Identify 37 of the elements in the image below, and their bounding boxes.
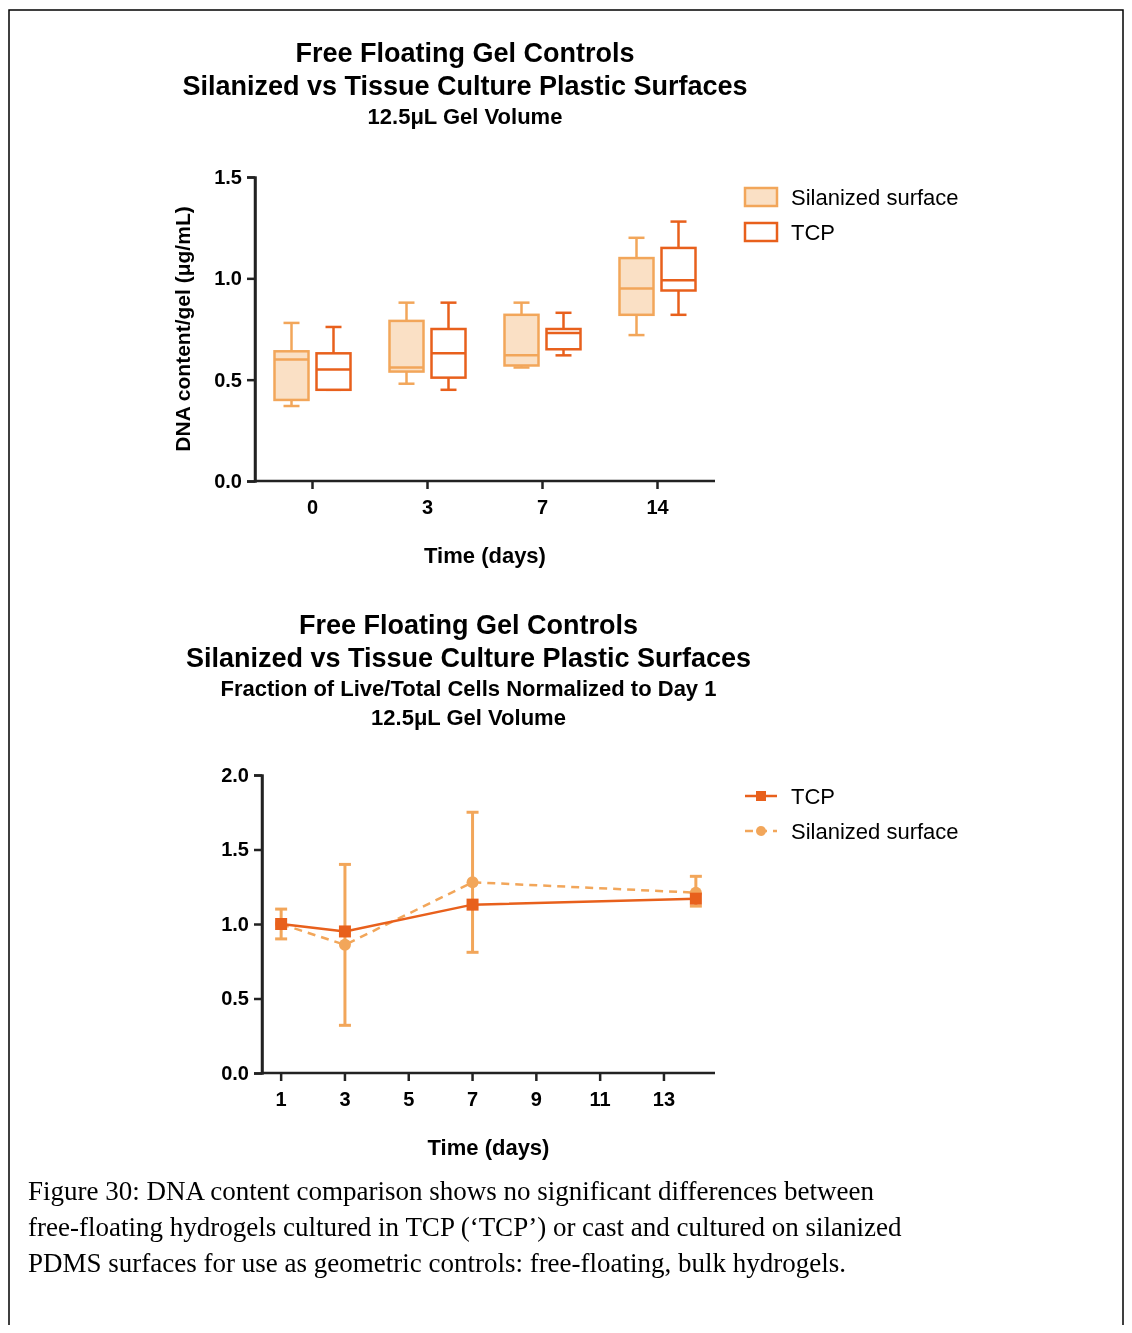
chart-title: Free Floating Gel Controls Silanized vs Tissue Culture Plastic Surfaces — [182, 38, 748, 101]
chart-title: Free Floating Gel Controls Silanized vs Tissue Culture Plastic Surfaces — [185, 610, 752, 673]
x-tick-label: 9 — [530, 1088, 542, 1110]
point — [689, 892, 702, 905]
chart-subtitle: 12.5μL Gel Volume — [367, 104, 563, 129]
legend-label: TCP — [791, 784, 835, 809]
x-tick-label: 1 — [275, 1088, 287, 1110]
x-tick-label: 7 — [466, 1088, 479, 1110]
legend-label: TCP — [791, 220, 835, 245]
x-tick-label: 3 — [339, 1088, 351, 1110]
x-tick-label: 0 — [306, 496, 319, 518]
y-tick-label: 1.0 — [214, 267, 242, 290]
y-tick-label: 1.5 — [221, 838, 249, 861]
point — [466, 898, 479, 911]
y-tick-label: 0.0 — [221, 1061, 249, 1084]
x-tick-label: 13 — [652, 1088, 676, 1110]
legend-label: Silanized surface — [791, 185, 959, 210]
chart-subtitle: Fraction of Live/Total Cells Normalized to Day 1 12.5μL Gel Volume — [220, 676, 717, 730]
y-tick-label: 2.0 — [221, 763, 249, 786]
x-tick-label: 5 — [403, 1088, 415, 1110]
x-tick-label: 7 — [536, 496, 549, 518]
y-tick-label: 0.5 — [214, 368, 242, 391]
y-tick-label: 0.0 — [214, 469, 242, 492]
y-axis-title: DNA content/gel (μg/mL) — [171, 206, 194, 452]
point — [338, 925, 351, 938]
point — [338, 938, 351, 951]
y-tick-label: 1.5 — [214, 165, 242, 188]
legend-label: Silanized surface — [791, 819, 959, 844]
x-axis-title: Time (days) — [427, 1135, 550, 1160]
y-tick-label: 1.0 — [221, 912, 249, 935]
x-tick-label: 3 — [421, 496, 434, 518]
x-axis-title: Time (days) — [424, 543, 546, 568]
point — [466, 876, 479, 889]
x-tick-label: 14 — [646, 496, 670, 518]
caption: Figure 30: DNA content comparison shows no significant differences between free-floating hydrogels cultured in TCP (‘TCP’) or cast and cultured on silanized PDMS surfaces for use as geometric controls: free-floating, bulk hydrogels. — [28, 1176, 903, 1278]
x-tick-label: 11 — [589, 1088, 611, 1110]
y-tick-label: 0.5 — [221, 987, 249, 1010]
